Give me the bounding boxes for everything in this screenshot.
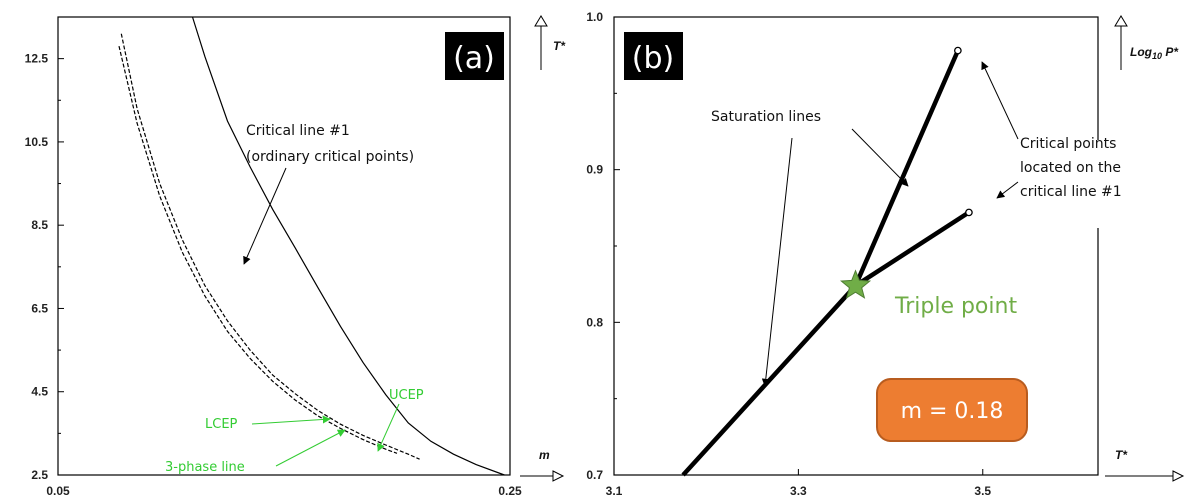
panel-b-y-label: Log10 P* [1130,45,1179,61]
critical-line-label: Critical line #1 [246,123,350,139]
panel-b-badge [624,32,683,80]
panel-a-y-ticks: 12.5 10.5 8.5 6.5 4.5 2.5 [25,52,64,482]
panel-b-x-tick-label: 3.5 [974,484,991,498]
panel-a-series-line-3 [118,45,398,454]
panel-b-y-tick-label: 0.7 [586,468,603,482]
panel-a-x-tick-label: 0.05 [46,484,70,498]
panel-a-y-label: T* [553,39,566,53]
critical-line-sublabel: (ordinary critical points) [246,149,414,165]
panel-a-badge [445,32,504,80]
saturation-arrow-1 [761,137,793,387]
panel-a-y-tick-label: 10.5 [25,135,49,149]
panel-a-y-tick-label: 6.5 [31,301,48,315]
lcep-label: LCEP [205,417,238,432]
lcep-arrow [251,415,331,425]
panel-a-y-tick-label: 8.5 [31,218,48,232]
critical-point-marker [954,46,962,55]
panel-b-x-arrow-head [1172,470,1185,482]
triple-point-label: Triple point [894,294,1017,319]
critical-point-arrow-1 [981,61,1019,140]
panel-b-x-tick-label: 3.3 [790,484,807,498]
critical-points-label-2: located on the [1020,160,1121,176]
panel-a-y-arrow-head [534,15,548,27]
saturation-arrow-2 [851,128,909,187]
panel-b-x-label: T* [1115,448,1128,462]
critical-points-label-3: critical line #1 [1020,184,1122,200]
critical-point-arrow-2 [996,181,1019,199]
three-phase-arrow [275,429,346,467]
panel-a-series [118,16,505,476]
ucep-label: UCEP [389,388,424,403]
m-value-box [876,378,1028,442]
panel-b-x-ticks: 3.1 3.3 3.5 [606,469,991,498]
triple-point-star [840,269,872,299]
panel-a-x-arrow-head [552,470,565,482]
three-phase-label: 3-phase line [165,460,245,475]
panel-a-x-label: m [539,448,550,462]
critical-points-label-1: Critical points [1020,136,1116,152]
panel-b-y-ticks: 1.0 0.9 0.8 0.7 [586,10,620,482]
panel-a-series-line-2 [120,33,420,460]
m-value-label: m = 0.18 [901,399,1004,424]
panel-a-y-tick-label: 2.5 [31,468,48,482]
saturation-line-2 [854,210,971,288]
ucep-arrow [377,403,400,452]
panel-b-badge-label: (b) [632,41,674,76]
panel-a-series-line-1 [191,16,505,476]
panel-b-y-arrow-head [1114,15,1128,27]
panel-b-x-tick-label: 3.1 [606,484,623,498]
panel-a-x-tick-label: 0.25 [498,484,522,498]
critical-point-marker [965,208,973,217]
panel-b: 1.0 0.9 0.8 0.7 3.1 3.3 3.5 Log10 P* T* (b) S… [586,10,1185,498]
panel-a-y-tick-label: 4.5 [31,385,48,399]
panel-b-border-gap [1094,140,1102,228]
panel-a: 12.5 10.5 8.5 6.5 4.5 2.5 0.05 0.25 T* m (a) C… [25,15,566,498]
panel-b-y-tick-label: 0.9 [586,163,603,177]
panel-b-y-tick-label: 0.8 [586,315,603,329]
critical-line-arrow [243,167,287,265]
panel-a-badge-label: (a) [453,41,495,76]
panel-a-x-ticks: 0.05 0.25 [46,484,522,498]
panel-a-frame [57,16,511,476]
panel-a-y-tick-label: 12.5 [25,52,49,66]
saturation-lines-label: Saturation lines [711,109,821,125]
panel-b-y-tick-label: 1.0 [586,10,603,24]
